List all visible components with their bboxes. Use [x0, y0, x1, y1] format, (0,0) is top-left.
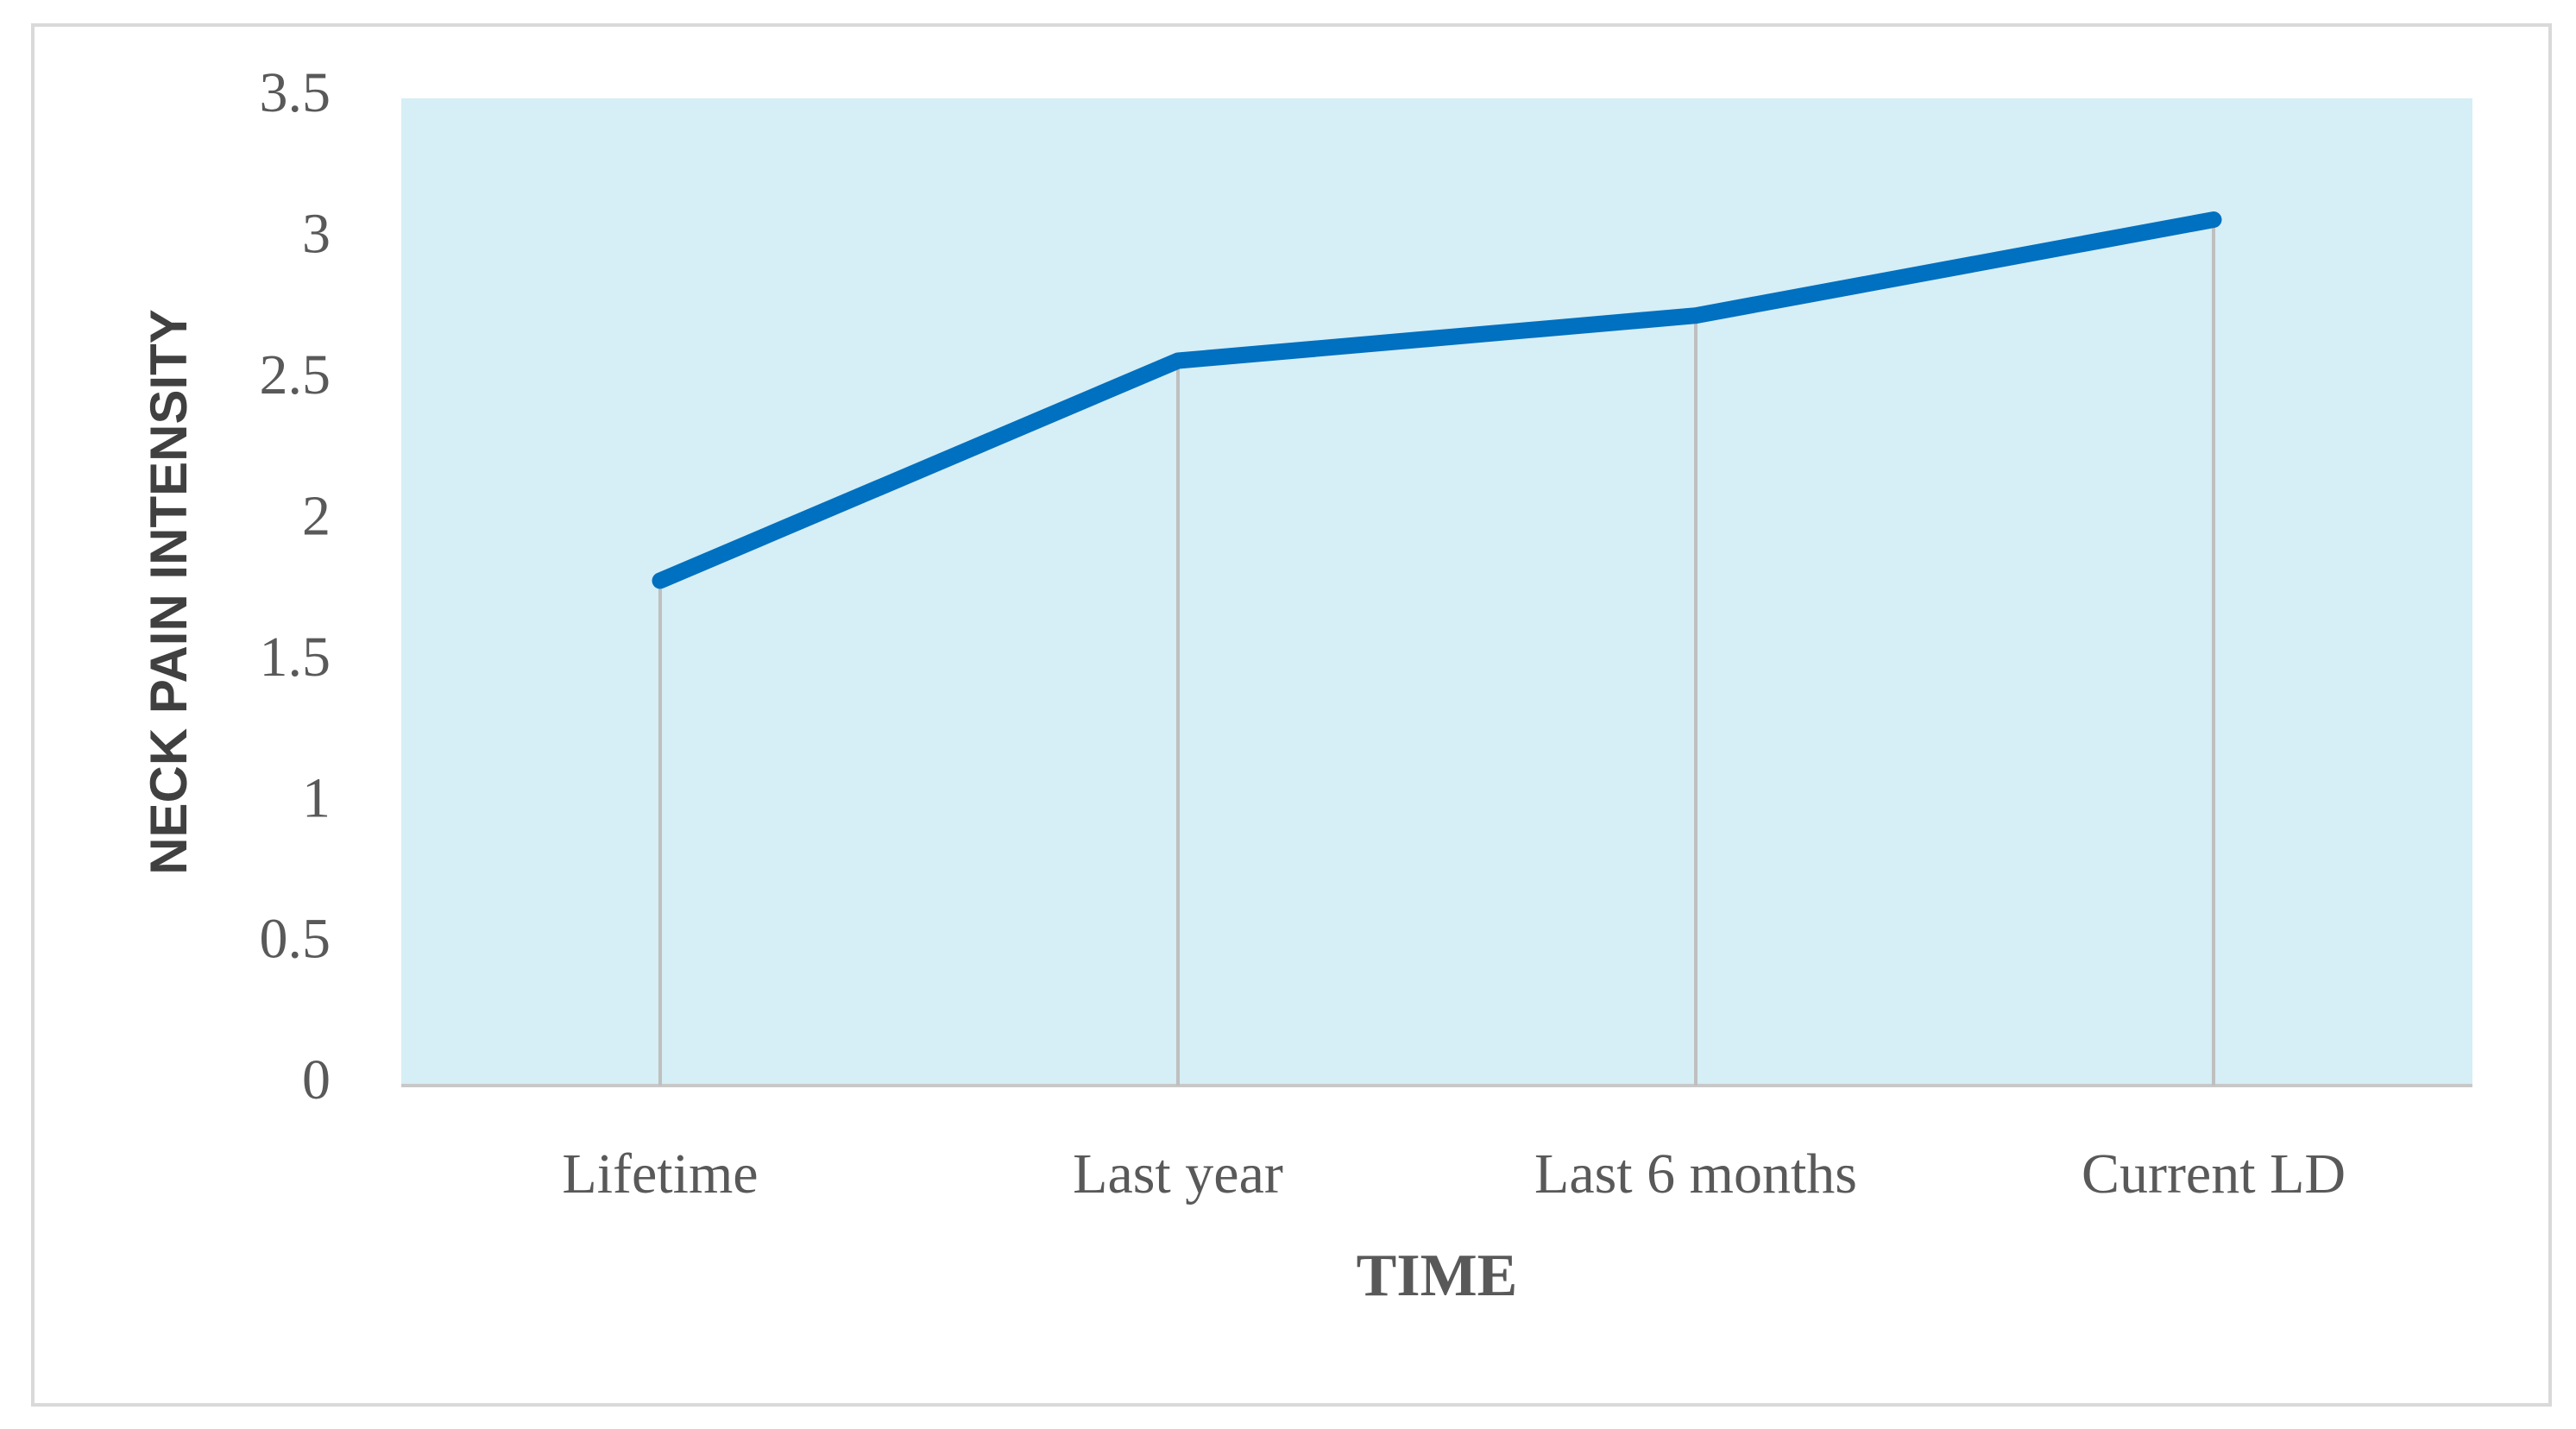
y-tick-label: 1 [302, 766, 331, 829]
x-axis-title: TIME [1357, 1243, 1518, 1309]
y-tick-label: 0.5 [260, 908, 331, 971]
y-tick-label: 3.5 [260, 61, 331, 124]
data-line [652, 211, 2222, 589]
x-tick-label: Last 6 months [1534, 1143, 1857, 1206]
x-tick-label: Current LD [2082, 1143, 2346, 1206]
plot-area [401, 98, 2472, 1086]
y-tick-label: 0 [302, 1048, 331, 1111]
x-tick-label: Lifetime [562, 1143, 758, 1206]
y-tick-label: 2.5 [260, 343, 331, 406]
y-tick-label: 2 [302, 484, 331, 547]
y-tick-label: 1.5 [260, 626, 331, 689]
y-tick-label: 3 [302, 203, 331, 266]
y-axis-title: NECK PAIN INTENSITY [140, 309, 198, 875]
x-tick-label: Last year [1073, 1143, 1283, 1206]
